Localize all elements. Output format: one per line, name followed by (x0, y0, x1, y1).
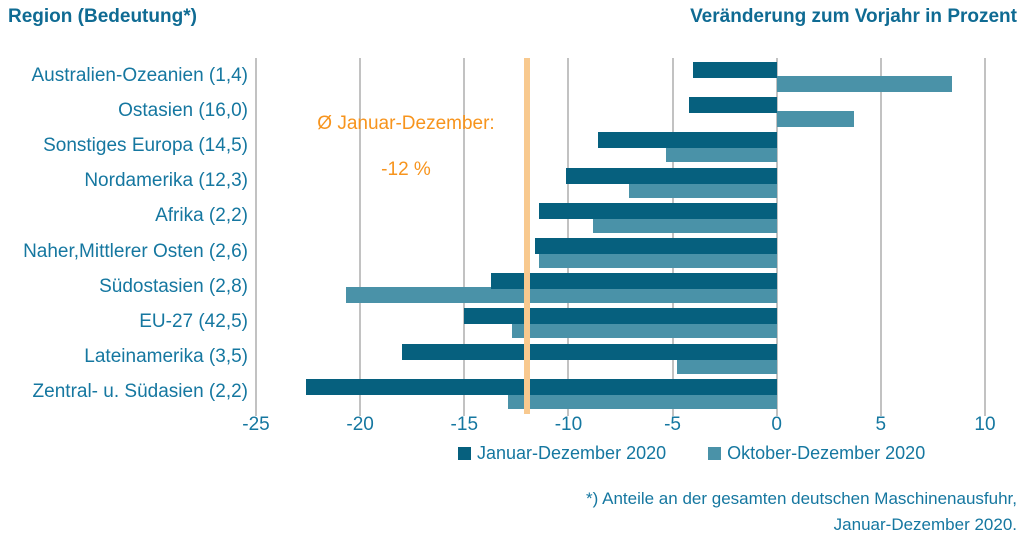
left-axis-title: Region (Bedeutung*) (8, 6, 197, 28)
x-tick-label: -20 (346, 414, 373, 436)
average-annotation-line2: -12 % (276, 158, 536, 182)
legend-label-januar-dezember: Januar-Dezember 2020 (477, 443, 666, 464)
bar-januar-dezember (566, 168, 776, 184)
category-label: Naher,Mittlerer Osten (2,6) (0, 234, 248, 269)
x-tick-label: 0 (771, 414, 782, 436)
bar-oktober-dezember (508, 393, 777, 409)
bar-januar-dezember (402, 344, 777, 360)
bar-oktober-dezember (593, 217, 776, 233)
bar-oktober-dezember (677, 358, 777, 374)
bar-oktober-dezember (512, 322, 777, 338)
x-tick-label: -15 (451, 414, 478, 436)
bar-row (256, 58, 985, 93)
bar-row (256, 269, 985, 304)
category-label: Südostasien (2,8) (0, 269, 248, 304)
footnote-line2: Januar-Dezember 2020. (586, 512, 1017, 537)
plot-area: Ø Januar-Dezember: -12 % (256, 58, 985, 410)
category-labels: Australien-Ozeanien (1,4)Ostasien (16,0)… (0, 58, 248, 410)
legend-item-oktober-dezember: Oktober-Dezember 2020 (708, 443, 925, 464)
category-label: Sonstiges Europa (14,5) (0, 128, 248, 163)
gridline-10 (984, 58, 986, 416)
category-label: EU-27 (42,5) (0, 304, 248, 339)
gridline--10 (567, 58, 569, 416)
bar-row (256, 199, 985, 234)
bar-januar-dezember (464, 308, 776, 324)
bar-oktober-dezember (346, 287, 777, 303)
category-label: Afrika (2,2) (0, 199, 248, 234)
category-label: Zentral- u. Südasien (2,2) (0, 375, 248, 410)
bar-row (256, 234, 985, 269)
legend-swatch-januar-dezember (458, 447, 471, 460)
category-label: Australien-Ozeanien (1,4) (0, 58, 248, 93)
average-annotation-line1: Ø Januar-Dezember: (276, 112, 536, 136)
bar-oktober-dezember (539, 252, 776, 268)
gridline-5 (880, 58, 882, 416)
gridline--5 (672, 58, 674, 416)
bar-januar-dezember (539, 203, 776, 219)
legend-item-januar-dezember: Januar-Dezember 2020 (458, 443, 666, 464)
bar-oktober-dezember (777, 76, 952, 92)
bar-januar-dezember (491, 273, 776, 289)
bar-januar-dezember (306, 379, 777, 395)
bar-oktober-dezember (777, 111, 854, 127)
bar-row (256, 375, 985, 410)
legend-label-oktober-dezember: Oktober-Dezember 2020 (727, 443, 925, 464)
bar-januar-dezember (535, 238, 777, 254)
bar-row (256, 340, 985, 375)
bar-oktober-dezember (666, 146, 776, 162)
bar-oktober-dezember (629, 182, 777, 198)
bar-januar-dezember (693, 62, 776, 78)
bar-row (256, 304, 985, 339)
legend: Januar-Dezember 2020 Oktober-Dezember 20… (458, 443, 925, 464)
gridline--25 (255, 58, 257, 416)
bar-januar-dezember (598, 132, 777, 148)
right-axis-title: Veränderung zum Vorjahr in Prozent (690, 6, 1017, 28)
bar-rows (256, 58, 985, 410)
category-label: Ostasien (16,0) (0, 93, 248, 128)
category-label: Nordamerika (12,3) (0, 164, 248, 199)
footnote-line1: *) Anteile an der gesamten deutschen Mas… (586, 486, 1017, 512)
average-annotation: Ø Januar-Dezember: -12 % (276, 112, 536, 182)
x-tick-label: 10 (974, 414, 995, 436)
bar-januar-dezember (689, 97, 776, 113)
x-tick-label: -10 (555, 414, 582, 436)
x-tick-label: 5 (876, 414, 887, 436)
category-label: Lateinamerika (3,5) (0, 340, 248, 375)
x-tick-label: -5 (664, 414, 681, 436)
legend-swatch-oktober-dezember (708, 447, 721, 460)
footnote: *) Anteile an der gesamten deutschen Mas… (586, 486, 1017, 537)
x-tick-label: -25 (242, 414, 269, 436)
